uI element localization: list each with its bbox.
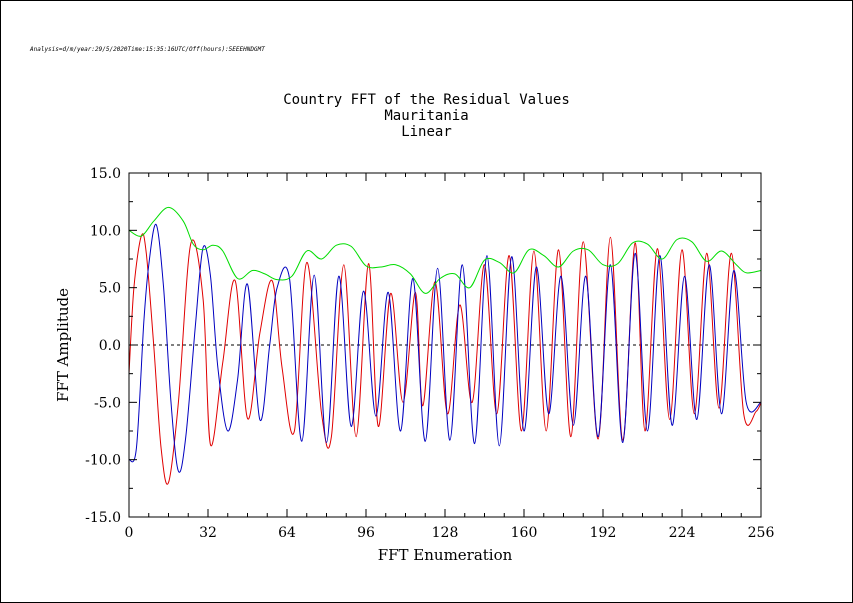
x-tick-label: 64: [278, 525, 296, 541]
analysis-timestamp: Analysis=d/m/year:29/5/2020Time:15:35:16…: [30, 46, 265, 53]
chart-subtitle: Mauritania: [384, 108, 469, 124]
chart-title: Country FFT of the Residual Values: [283, 92, 570, 108]
y-tick-label: 15.0: [90, 166, 121, 182]
x-tick-label: 128: [432, 525, 459, 541]
x-tick-label: 0: [125, 525, 134, 541]
y-tick-label: -5.0: [94, 395, 121, 411]
series-layer: [128, 206, 762, 485]
chart-scale-label: Linear: [401, 124, 452, 140]
x-tick-label: 32: [199, 525, 217, 541]
x-tick-label: 192: [590, 525, 617, 541]
y-tick-label: -10.0: [85, 453, 121, 469]
y-tick-label: -15.0: [85, 510, 121, 526]
y-tick-label: 5.0: [99, 281, 121, 297]
x-axis-label: FFT Enumeration: [378, 546, 513, 564]
x-tick-label: 96: [357, 525, 375, 541]
series-line-imaginary: [128, 224, 762, 473]
y-tick-label: 10.0: [90, 223, 121, 239]
x-tick-label: 160: [511, 525, 538, 541]
y-axis-label: FFT Amplitude: [54, 288, 72, 402]
series-line-magnitude: [128, 206, 762, 294]
axis-layer: 0 32 64 96 128 160 192 224 256 -15.0 -10.0 -5.0 0.0 5…: [85, 166, 774, 541]
series-line-real: [128, 233, 762, 485]
x-tick-label: 256: [748, 525, 775, 541]
x-tick-label: 224: [669, 525, 696, 541]
y-tick-label: 0.0: [99, 338, 121, 354]
